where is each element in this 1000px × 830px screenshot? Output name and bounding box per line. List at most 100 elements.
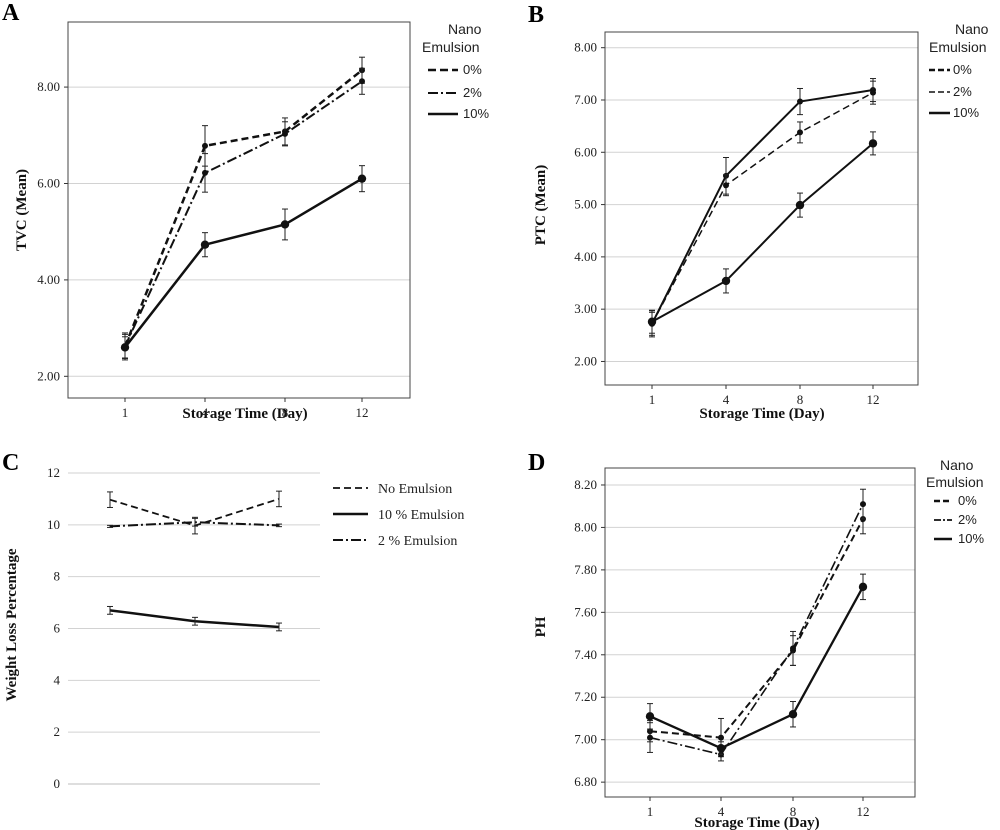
panel-d-y-tick-label-3: 7.40 <box>574 647 597 662</box>
panel-d-plot-frame <box>604 467 916 798</box>
panel-c-y-tick-label-6: 12 <box>47 465 60 480</box>
panel-d-legend-title-line2: Emulsion <box>926 474 984 490</box>
panel-a-series-2-point-0 <box>120 343 130 352</box>
panel-d-series-0-point-1 <box>718 734 724 741</box>
panel-a-plot: 2.00 4.00 6.00 8.00 1 4 8 12 <box>37 21 411 420</box>
panel-c-y-tick-label-4: 8 <box>54 569 61 584</box>
panel-d-legend-label-1: 2% <box>958 512 977 527</box>
panel-d-x-tick-label-3: 12 <box>857 804 870 819</box>
panel-d-x-axis-title: Storage Time (Day) <box>694 815 819 830</box>
panel-a-y-tick-label-1: 4.00 <box>37 272 60 287</box>
panel-d-series-2-point-2 <box>788 710 798 719</box>
panel-a-x-tick-label-1: 4 <box>202 405 209 420</box>
panel-c-legend-label-2: 2 % Emulsion <box>378 534 457 549</box>
panel-b-x-tick-label-0: 1 <box>649 392 656 407</box>
panel-a-y-tick-label-2: 6.00 <box>37 175 60 190</box>
panel-b-y-tick-label-2: 4.00 <box>574 249 597 264</box>
panel-b-series-1 <box>649 80 876 336</box>
panel-d-series-1-point-3 <box>860 501 866 508</box>
panel-a-legend-label-1: 2% <box>463 85 482 100</box>
panel-d-y-tick-label-0: 6.80 <box>574 774 597 789</box>
panel-a-series-1 <box>122 67 365 359</box>
panel-d-series-1 <box>647 488 866 762</box>
panel-a-x-tick-label-3: 12 <box>356 405 369 420</box>
panel-b-series-0-line <box>651 89 874 325</box>
panel-d-series-1-point-0 <box>647 734 653 741</box>
panel-b-y-tick-label-1: 3.00 <box>574 301 597 316</box>
panel-a-series-1-point-2 <box>282 130 288 137</box>
panel-letter-a: A <box>2 0 20 26</box>
panel-d-series-1-point-2 <box>790 645 796 652</box>
panel-d-series-0-line <box>649 518 864 739</box>
panel-d-y-tick-label-5: 7.80 <box>574 562 597 577</box>
panel-b-series-2-point-3 <box>868 139 878 148</box>
panel-a-series-1-point-1 <box>202 169 208 176</box>
panel-b-x-tick-label-2: 8 <box>797 392 804 407</box>
panel-b-y-tick-label-6: 8.00 <box>574 40 597 55</box>
panel-c-series-1-errorbar-2 <box>276 622 282 632</box>
panel-b-legend-label-0: 0% <box>953 62 972 77</box>
panel-c-y-tick-label-1: 2 <box>54 724 61 739</box>
panel-b-x-axis-title: Storage Time (Day) <box>699 406 824 422</box>
panel-d-series-2-point-3 <box>858 582 868 592</box>
panel-a-series-1-line <box>124 80 363 347</box>
panel-b-y-tick-label-4: 6.00 <box>574 144 597 159</box>
panel-b-legend-label-2: 10% <box>953 105 979 120</box>
panel-a-legend-label-0: 0% <box>463 62 482 77</box>
panel-d-x-tick-label-2: 8 <box>790 804 797 819</box>
panel-d-y-tick-label-7: 8.20 <box>574 477 597 492</box>
panel-a-series-2-line <box>124 177 363 349</box>
panel-c-y-tick-label-0: 0 <box>54 776 61 791</box>
panel-b-legend-title-line2: Emulsion <box>929 39 987 55</box>
panel-c-series-1-errorbar-0 <box>107 605 113 615</box>
panel-letter-b: B <box>528 2 544 28</box>
panel-c-y-tick-label-2: 4 <box>54 672 61 687</box>
panel-a-series-0 <box>122 56 365 361</box>
panel-a-series-0-line <box>123 69 363 347</box>
panel-a-y-tick-label-0: 2.00 <box>37 368 60 383</box>
panel-b-series-2-point-1 <box>721 276 731 286</box>
panel-d-series-0 <box>647 503 866 758</box>
panel-d-y-axis-title: PH <box>533 616 549 637</box>
panel-c-plot: 0 2 4 6 8 10 12 <box>47 465 320 791</box>
panel-a-y-axis-title: TVC (Mean) <box>14 169 30 251</box>
panel-b: B PTC (Mean) Storage Time (Day) Nano Emu… <box>528 2 989 422</box>
panel-b-series-1-point-3 <box>870 89 876 96</box>
panel-b-plot-frame <box>604 31 919 386</box>
panel-b-series-1-point-1 <box>723 182 729 189</box>
panel-b-series-2-point-2 <box>795 200 805 210</box>
panel-b-legend-title-line1: Nano <box>955 21 989 37</box>
panel-b-x-tick-label-3: 12 <box>867 392 880 407</box>
panel-b-series-1-line <box>651 92 874 325</box>
panel-b-series-0 <box>649 78 876 338</box>
panel-d-x-tick-label-0: 1 <box>647 804 654 819</box>
panel-c-y-tick-label-3: 6 <box>54 621 61 636</box>
panel-a-x-axis-title: Storage Time (Day) <box>182 406 307 422</box>
panel-d-y-tick-label-2: 7.20 <box>574 689 597 704</box>
panel-b-y-axis-title: PTC (Mean) <box>533 165 549 245</box>
panel-d-legend-title-line1: Nano <box>940 457 974 473</box>
panel-d-series-1-line <box>649 503 864 756</box>
panel-d-y-tick-label-6: 8.00 <box>574 519 597 534</box>
panel-a-series-2-point-2 <box>280 220 290 229</box>
panel-c-legend-label-1: 10 % Emulsion <box>378 508 464 523</box>
panel-d: D PH Storage Time (Day) Nano Emulsion 0%… <box>528 450 984 830</box>
panel-d-y-tick-label-4: 7.60 <box>574 604 597 619</box>
panel-a-legend-label-2: 10% <box>463 106 489 121</box>
panel-d-legend-label-0: 0% <box>958 493 977 508</box>
panel-a-series-2-point-3 <box>357 174 367 183</box>
panel-b-y-tick-label-3: 5.00 <box>574 197 597 212</box>
panel-c-series-0 <box>107 490 282 535</box>
panel-c-y-tick-label-5: 10 <box>47 517 60 532</box>
panel-letter-c: C <box>2 450 19 476</box>
panel-b-series-2-line <box>651 142 874 323</box>
panel-a-x-tick-label-0: 1 <box>122 405 129 420</box>
panel-a-legend-title-line1: Nano <box>448 21 482 37</box>
panel-a-plot-frame <box>67 21 411 399</box>
panel-a-series-1-point-3 <box>359 78 365 85</box>
panel-c-series-1-errorbar-1 <box>192 616 198 626</box>
panel-letter-d: D <box>528 450 545 476</box>
panel-b-legend-label-1: 2% <box>953 84 972 99</box>
panel-a-series-2 <box>120 165 367 359</box>
